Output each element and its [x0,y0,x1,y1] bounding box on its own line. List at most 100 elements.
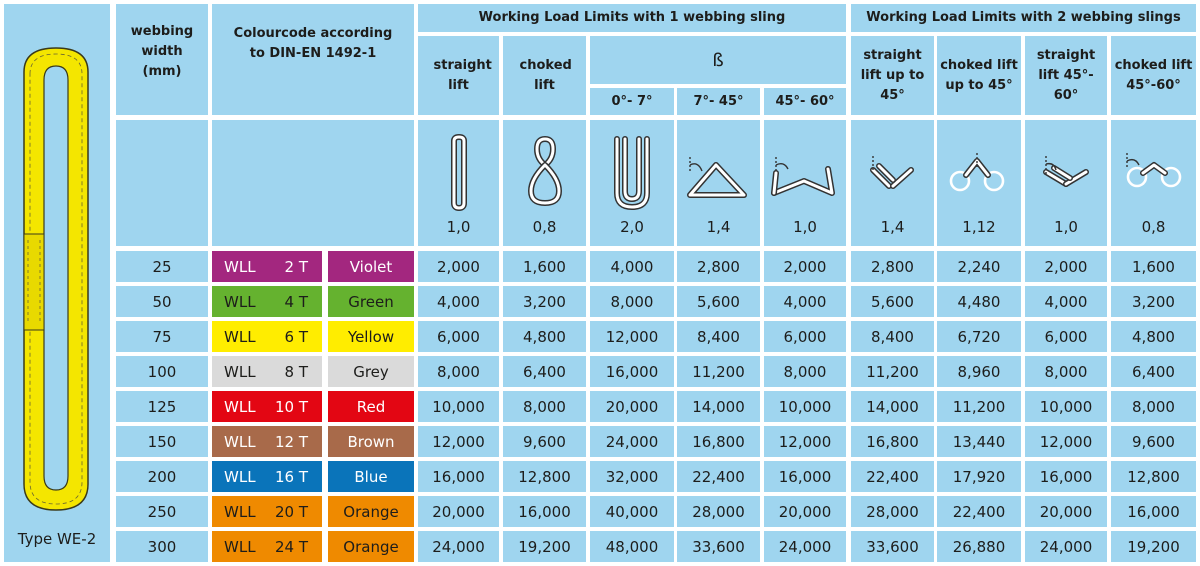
wll-value-cell: 8,400 [677,321,760,352]
header-2s-straight-45-60: straight lift 45°- 60° [1025,36,1107,115]
wll-swatch: WLL 2 T [212,251,322,282]
wll-value-cell: 8,000 [590,286,674,317]
colour-name-swatch: Violet [328,251,414,282]
wll-value-cell: 16,000 [1111,496,1196,527]
wll-value-cell: 10,000 [764,391,846,422]
wll-value-cell: 4,800 [503,321,586,352]
wll-value-cell: 24,000 [764,531,846,562]
webbing-width-cell: 75 [116,321,208,352]
wll-value-cell: 16,000 [418,461,499,492]
header-2s-straight-45-text: straight lift up to 45° [860,47,925,103]
wll-value-cell: 6,000 [1025,321,1107,352]
wll-value-cell: 16,000 [590,356,674,387]
wll-value-cell: 8,000 [764,356,846,387]
webbing-width-cell: 200 [116,461,208,492]
wll-value-cell: 6,400 [503,356,586,387]
wll-value-cell: 2,000 [418,251,499,282]
load-factor: 0,8 [532,218,557,236]
wll-value-cell: 14,000 [677,391,760,422]
header-colourcode: Colourcode according to DIN-EN 1492-1 [212,4,414,115]
header-2s-straight-45-60-text: straight lift 45°- 60° [1036,47,1096,103]
header-beta-7-45: 7°- 45° [677,88,760,115]
diagram-row-width-blank [116,120,208,246]
wll-value-cell: 24,000 [418,531,499,562]
wll-value-cell: 1,600 [1111,251,1196,282]
wll-value-cell: 2,240 [937,251,1021,282]
load-factor: 1,4 [880,218,905,236]
wll-value-cell: 2,000 [764,251,846,282]
wll-value-cell: 6,400 [1111,356,1196,387]
wll-value-cell: 3,200 [503,286,586,317]
load-factor: 1,0 [793,218,817,236]
wll-value-cell: 9,600 [1111,426,1196,457]
load-factor: 0,8 [1141,218,1166,236]
header-2s-choked-45-60-text: choked lift 45°-60° [1114,57,1193,93]
wll-value-cell: 8,960 [937,356,1021,387]
two-sling-straight-icon [851,132,934,214]
wll-value-cell: 28,000 [851,496,934,527]
wll-value-cell: 20,000 [1025,496,1107,527]
wll-label: WLL [224,327,256,346]
wll-swatch: WLL 8 T [212,356,322,387]
wll-swatch: WLL 4 T [212,286,322,317]
wll-tonnage: 16 T [274,467,308,486]
colour-name-swatch: Yellow [328,321,414,352]
wll-swatch: WLL 20 T [212,496,322,527]
wll-label: WLL [224,257,256,276]
wll-value-cell: 22,400 [937,496,1021,527]
colour-name-swatch: Blue [328,461,414,492]
wll-value-cell: 1,600 [503,251,586,282]
colour-name-swatch: Brown [328,426,414,457]
wll-value-cell: 24,000 [590,426,674,457]
wll-label: WLL [224,292,256,311]
wll-value-cell: 16,800 [677,426,760,457]
wll-value-cell: 12,000 [764,426,846,457]
wll-value-cell: 32,000 [590,461,674,492]
load-factor: 2,0 [620,218,644,236]
wll-label: WLL [224,537,256,556]
wll-tonnage: 4 T [284,292,308,311]
webbing-width-cell: 250 [116,496,208,527]
wll-value-cell: 8,000 [503,391,586,422]
header-choked-lift-text: choked lift [519,57,572,93]
wll-value-cell: 26,880 [937,531,1021,562]
colour-name-swatch: Grey [328,356,414,387]
colour-name-swatch: Orange [328,496,414,527]
sling-image-panel: Type WE-2 [4,4,110,562]
wll-value-cell: 19,200 [1111,531,1196,562]
diagram-cell: 2,0 [590,120,674,246]
wll-tonnage: 10 T [274,397,308,416]
header-choked-lift: choked lift [503,36,586,115]
wll-value-cell: 28,000 [677,496,760,527]
wll-value-cell: 48,000 [590,531,674,562]
wll-label: WLL [224,502,256,521]
webbing-sling-illustration [23,47,89,511]
header-group-2-slings: Working Load Limits with 2 webbing sling… [851,4,1196,32]
header-webbing-width-text: webbing width (mm) [130,24,194,79]
wll-value-cell: 4,000 [418,286,499,317]
load-factor: 1,4 [706,218,731,236]
header-beta-0-7: 0°- 7° [590,88,674,115]
header-beta: ß [590,36,846,84]
wll-value-cell: 8,000 [1111,391,1196,422]
wll-value-cell: 10,000 [418,391,499,422]
wll-value-cell: 4,480 [937,286,1021,317]
wll-value-cell: 20,000 [590,391,674,422]
two-sling-straight-45-60-icon [1025,132,1107,214]
wll-value-cell: 40,000 [590,496,674,527]
basket-45-60-icon [764,132,846,214]
webbing-width-cell: 125 [116,391,208,422]
wll-tonnage: 2 T [284,257,308,276]
wll-value-cell: 10,000 [1025,391,1107,422]
wll-value-cell: 13,440 [937,426,1021,457]
wll-label: WLL [224,467,256,486]
wll-value-cell: 9,600 [503,426,586,457]
straight-lift-icon [418,132,499,214]
wll-value-cell: 22,400 [851,461,934,492]
diagram-cell: 1,0 [764,120,846,246]
wll-value-cell: 16,800 [851,426,934,457]
wll-value-cell: 3,200 [1111,286,1196,317]
wll-label: WLL [224,432,256,451]
colour-name-swatch: Green [328,286,414,317]
diagram-cell: 1,4 [851,120,934,246]
